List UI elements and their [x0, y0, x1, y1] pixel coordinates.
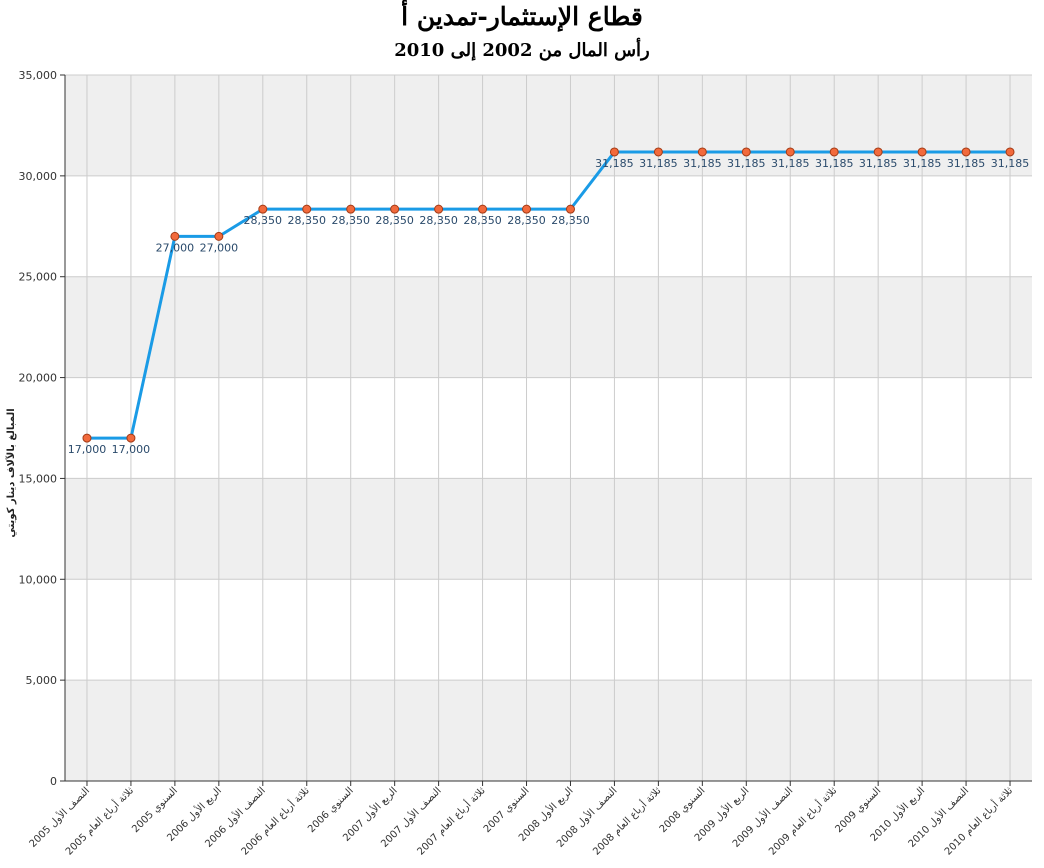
data-point: [697, 147, 707, 157]
data-label: 28,350: [507, 214, 546, 227]
series-line-path: [86, 150, 1011, 440]
data-point: [741, 147, 751, 157]
y-tick-label: 25,000: [19, 271, 58, 284]
data-point: [126, 433, 136, 443]
data-labels: 17,000 17,000 27,000 27,000 28,350 28,350 28,3…: [68, 157, 1030, 456]
horizontal-gridlines: [65, 74, 1032, 782]
data-label: 28,350: [288, 214, 327, 227]
data-point: [522, 204, 532, 214]
data-label: 31,185: [859, 157, 898, 170]
data-point: [214, 231, 224, 241]
data-label: 17,000: [68, 443, 107, 456]
data-point: [82, 433, 92, 443]
data-label: 27,000: [200, 241, 239, 254]
data-point: [961, 147, 971, 157]
data-label: 28,350: [551, 214, 590, 227]
series-line: [86, 150, 1011, 440]
data-point: [917, 147, 927, 157]
data-label: 31,185: [947, 157, 986, 170]
data-point: [565, 204, 575, 214]
y-tick-label: 15,000: [19, 472, 58, 485]
data-label: 31,185: [903, 157, 942, 170]
data-label: 17,000: [112, 443, 151, 456]
data-point: [302, 204, 312, 214]
y-tick-label: 5,000: [26, 674, 58, 687]
grid-band: [65, 276, 1032, 378]
y-tick-label: 10,000: [19, 573, 58, 586]
chart-subtitle: رأس المال من 2002 إلى 2010: [394, 40, 650, 61]
data-label: 31,185: [595, 157, 634, 170]
grid-band: [65, 680, 1032, 781]
y-tick-label: 30,000: [19, 170, 58, 183]
grid-band: [65, 75, 1032, 176]
background-bands: [65, 75, 1032, 781]
data-point: [873, 147, 883, 157]
data-point: [346, 204, 356, 214]
grid-band: [65, 478, 1032, 580]
data-label: 31,185: [639, 157, 678, 170]
data-point: [170, 231, 180, 241]
data-label: 28,350: [419, 214, 458, 227]
data-label: 27,000: [156, 241, 195, 254]
vertical-gridlines: [86, 75, 1011, 781]
data-label: 31,185: [991, 157, 1030, 170]
chart-title: قطاع الإستثمار-تمدين أ: [401, 2, 643, 31]
data-point: [1005, 147, 1015, 157]
data-point: [434, 204, 444, 214]
y-axis-label: المبالغ بالآلاف دينار كويتي: [5, 408, 17, 537]
data-point: [478, 204, 488, 214]
data-point: [785, 147, 795, 157]
data-label: 31,185: [771, 157, 810, 170]
data-points: [82, 147, 1015, 443]
data-point: [390, 204, 400, 214]
axes: [64, 75, 1032, 782]
data-point: [258, 204, 268, 214]
data-label: 31,185: [727, 157, 766, 170]
data-label: 28,350: [375, 214, 414, 227]
y-tick-label: 20,000: [19, 372, 58, 385]
y-tick-label: 0: [50, 775, 57, 788]
y-tick-label: 35,000: [19, 69, 58, 82]
y-axis-ticks: 0 5,000 10,000 15,000 20,000 25,000 30,000 35,0…: [19, 69, 65, 788]
data-label: 31,185: [683, 157, 722, 170]
data-point: [829, 147, 839, 157]
data-label: 28,350: [463, 214, 502, 227]
data-label: 28,350: [244, 214, 283, 227]
data-label: 28,350: [331, 214, 370, 227]
data-point: [609, 147, 619, 157]
data-label: 31,185: [815, 157, 854, 170]
data-point: [653, 147, 663, 157]
